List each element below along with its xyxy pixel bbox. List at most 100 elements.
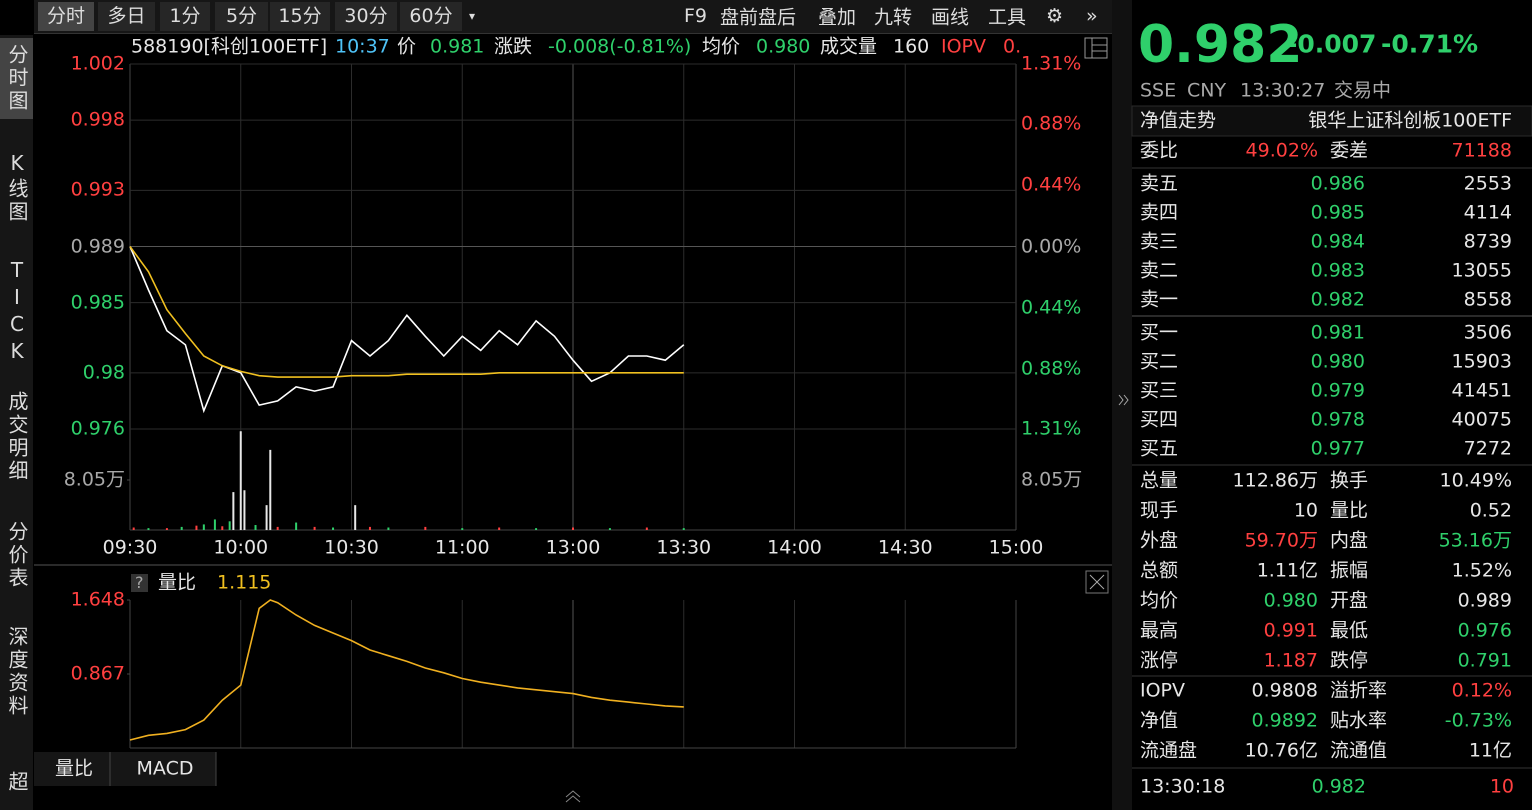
- tab[interactable]: 1分: [160, 2, 210, 31]
- y2-tick-label: 0.88%: [1021, 357, 1082, 380]
- tool[interactable]: 叠加: [818, 6, 857, 29]
- stat-value: 0.980: [1263, 589, 1318, 612]
- expand-icon[interactable]: [565, 790, 581, 803]
- stat-value: 10.76亿: [1244, 739, 1318, 762]
- stat-label: 现手: [1140, 499, 1179, 522]
- change-pct: -0.71%: [1381, 29, 1479, 59]
- nav-item[interactable]: 超级: [5, 771, 29, 794]
- stat-value: 0.9892: [1251, 709, 1318, 732]
- stat-label: 溢折率: [1330, 679, 1388, 702]
- nav-item[interactable]: 分价表: [5, 521, 29, 590]
- more-icon[interactable]: ▾: [469, 9, 476, 23]
- book-label: 卖五: [1140, 172, 1179, 195]
- stat-value: 10.49%: [1439, 469, 1512, 492]
- x-tick-label: 13:30: [656, 536, 712, 559]
- tab[interactable]: 30分: [335, 2, 397, 31]
- book-price: 0.986: [1310, 172, 1365, 195]
- volume-bar: [147, 528, 150, 530]
- book-volume: 41451: [1451, 379, 1512, 402]
- tab[interactable]: 60分: [400, 2, 462, 31]
- tool[interactable]: 九转: [874, 6, 913, 29]
- volume-bar: [424, 526, 427, 530]
- help-icon[interactable]: ?: [131, 574, 148, 592]
- y2-tick-label: 8.05万: [1021, 468, 1083, 491]
- stat-value: 0.52: [1469, 499, 1512, 522]
- book-price: 0.978: [1310, 408, 1365, 431]
- x-tick-label: 15:00: [988, 536, 1044, 559]
- volume-bar: [276, 526, 279, 530]
- volume-bar: [221, 526, 224, 530]
- x-tick-label: 14:30: [877, 536, 933, 559]
- book-volume: 8739: [1463, 230, 1512, 253]
- book-label: 买二: [1140, 350, 1179, 373]
- y-tick-label: 1.648: [70, 588, 125, 611]
- info-item: 0.: [1003, 35, 1022, 58]
- y2-tick-label: 0.44%: [1021, 296, 1082, 319]
- book-volume: 4114: [1463, 201, 1512, 224]
- volume-bar: [195, 525, 198, 530]
- volume-bar: [232, 492, 235, 530]
- meta: 交易中: [1334, 79, 1392, 102]
- tab[interactable]: 多日: [98, 2, 155, 31]
- collapse-icon[interactable]: [1118, 394, 1129, 406]
- tab[interactable]: 5分: [215, 2, 268, 31]
- book-volume: 3506: [1463, 321, 1512, 344]
- nav-item[interactable]: K线图: [5, 151, 29, 224]
- tool[interactable]: 画线: [931, 6, 970, 29]
- stat-label: 外盘: [1140, 529, 1179, 552]
- nav-item[interactable]: 深度资料: [5, 626, 29, 718]
- nav-item[interactable]: TICK: [5, 258, 29, 366]
- volume-bar: [354, 505, 357, 530]
- volume-bar: [608, 528, 611, 530]
- volume-bar: [239, 431, 242, 530]
- stat-label: 净值: [1140, 709, 1179, 732]
- y-tick-label: 0.989: [70, 235, 125, 257]
- fund-name: 银华上证科创板100ETF: [1308, 109, 1512, 132]
- expand-icon[interactable]: »: [1086, 5, 1098, 27]
- book-price: 0.983: [1310, 259, 1365, 282]
- info-item: -0.008(-0.81%): [548, 35, 692, 58]
- tool[interactable]: F9: [684, 5, 708, 27]
- y-tick-label: 0.976: [70, 417, 125, 440]
- volume-bar: [165, 528, 168, 530]
- info-item: 160: [893, 35, 930, 58]
- volume-bar: [265, 505, 268, 530]
- volume-bar: [535, 528, 538, 530]
- book-price: 0.982: [1310, 288, 1365, 311]
- y2-tick-label: 1.31%: [1021, 417, 1082, 440]
- tab[interactable]: 分时: [38, 2, 94, 31]
- sub-tab[interactable]: 量比: [54, 757, 94, 780]
- volume-bar: [180, 526, 183, 530]
- nav-row-bg: [1131, 105, 1532, 137]
- stat-label: 均价: [1140, 589, 1179, 612]
- sub-tab[interactable]: MACD: [136, 757, 194, 780]
- sub-tab-bar: [34, 752, 216, 786]
- panel-divider: [1112, 0, 1132, 810]
- book-label: 买三: [1140, 379, 1179, 402]
- stat-value: 0.791: [1457, 649, 1512, 672]
- x-tick-label: 11:00: [434, 536, 490, 559]
- layout-icon[interactable]: [1084, 37, 1108, 59]
- x-tick-label: 13:00: [545, 536, 601, 559]
- tab[interactable]: 15分: [270, 2, 330, 31]
- stat-label: 贴水率: [1330, 709, 1388, 732]
- volume-bar: [572, 527, 574, 530]
- book-price: 0.984: [1310, 230, 1365, 253]
- label: 委差: [1330, 139, 1369, 162]
- settings-icon[interactable]: ⚙: [1046, 5, 1064, 27]
- y-tick-label: 0.867: [70, 662, 125, 685]
- y-tick-label: 0.993: [70, 178, 125, 201]
- book-volume: 7272: [1463, 437, 1512, 460]
- x-tick-label: 14:00: [767, 536, 822, 559]
- tool[interactable]: 盘前盘后: [720, 6, 797, 29]
- info-item: 均价: [702, 35, 741, 58]
- stat-value: 1.52%: [1451, 559, 1512, 582]
- tool[interactable]: 工具: [988, 6, 1027, 29]
- volume-bar: [295, 522, 298, 530]
- info-item: 0.981: [430, 35, 485, 58]
- nav-link[interactable]: 净值走势: [1140, 109, 1217, 132]
- volume-bar: [387, 527, 390, 530]
- close-button[interactable]: [1085, 570, 1109, 594]
- nav-item[interactable]: 成交明细: [5, 391, 29, 483]
- nav-item[interactable]: 分时图: [0, 38, 33, 119]
